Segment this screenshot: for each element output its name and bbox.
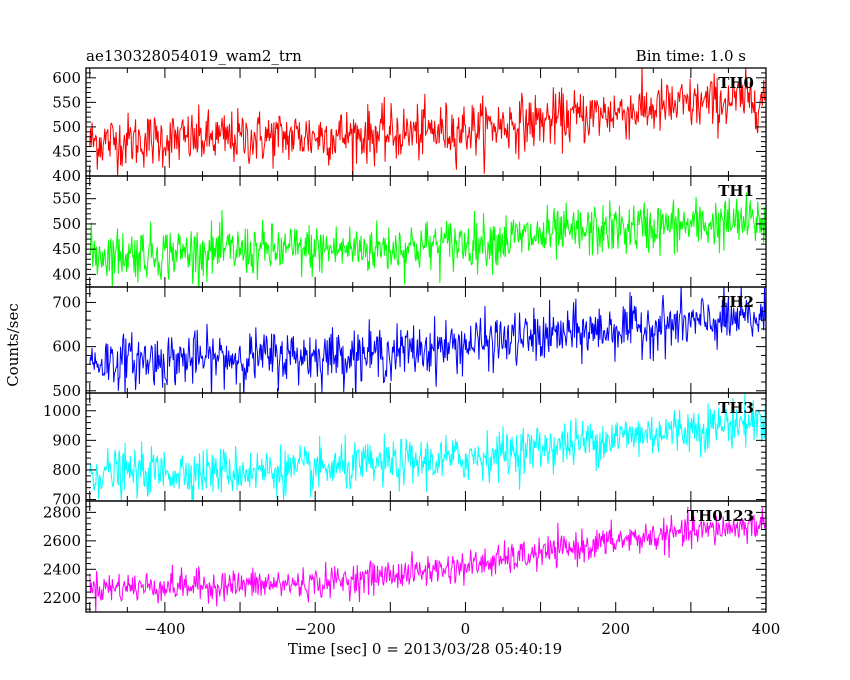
panel-th0123: 2200 2400 2600 2800 TH0123 [43, 500, 767, 613]
title-right: Bin time: 1.0 s [636, 47, 746, 65]
panel-th2: 500 600 700 TH2 [52, 286, 767, 400]
y-tick-label: 800 [52, 461, 81, 479]
y-tick-label: 2400 [43, 560, 81, 578]
x-tick-label: 200 [601, 620, 630, 638]
y-tick-label: 2800 [43, 503, 81, 521]
y-tick-label: 900 [52, 431, 81, 449]
x-tick-label: 400 [752, 620, 781, 638]
y-tick-label: 550 [52, 93, 81, 111]
panels-group: 400 450 500 550 600 TH0 400 450 500 550 TH1 500 600 7… [43, 67, 767, 613]
panel-th0: 400 450 500 550 600 TH0 [52, 67, 767, 185]
panel-name-th0123: TH0123 [687, 507, 754, 525]
y-tick-label: 600 [52, 338, 81, 356]
y-tick-label: 500 [52, 382, 81, 400]
series-th0123-line [89, 506, 766, 612]
series-th1-line [89, 192, 766, 287]
y-tick-label: 400 [52, 167, 81, 185]
x-tick-label: 0 [461, 620, 471, 638]
y-tick-label: 400 [52, 265, 81, 283]
series-th2-line [89, 287, 766, 393]
y-tick-label: 500 [52, 118, 81, 136]
series-th0-line [89, 68, 766, 176]
panel-th3: 700 800 900 1000 TH3 [43, 392, 767, 509]
x-tick-labels: −400 −200 0 200 400 [144, 620, 780, 638]
series-th3-line [89, 393, 766, 501]
y-tick-label: 450 [52, 142, 81, 160]
panel-name-th0: TH0 [718, 74, 754, 92]
panel-name-th2: TH2 [718, 293, 754, 311]
y-tick-label: 700 [52, 491, 81, 509]
y-tick-label: 2600 [43, 532, 81, 550]
y-tick-label: 700 [52, 293, 81, 311]
y-axis-label: Counts/sec [4, 303, 22, 387]
x-tick-label: −400 [144, 620, 185, 638]
x-axis-label: Time [sec] 0 = 2013/03/28 05:40:19 [288, 640, 562, 658]
y-tick-label: 450 [52, 240, 81, 258]
title-left: ae130328054019_wam2_trn [86, 47, 302, 65]
y-tick-label: 2200 [43, 589, 81, 607]
y-tick-label: 1000 [43, 402, 81, 420]
panel-th1: 400 450 500 550 TH1 [52, 175, 767, 288]
y-tick-label: 600 [52, 69, 81, 87]
panel-frame [85, 500, 767, 613]
x-tick-label: −200 [295, 620, 336, 638]
panel-name-th1: TH1 [718, 182, 754, 200]
y-tick-label: 550 [52, 190, 81, 208]
panel-name-th3: TH3 [718, 399, 754, 417]
y-tick-label: 500 [52, 215, 81, 233]
